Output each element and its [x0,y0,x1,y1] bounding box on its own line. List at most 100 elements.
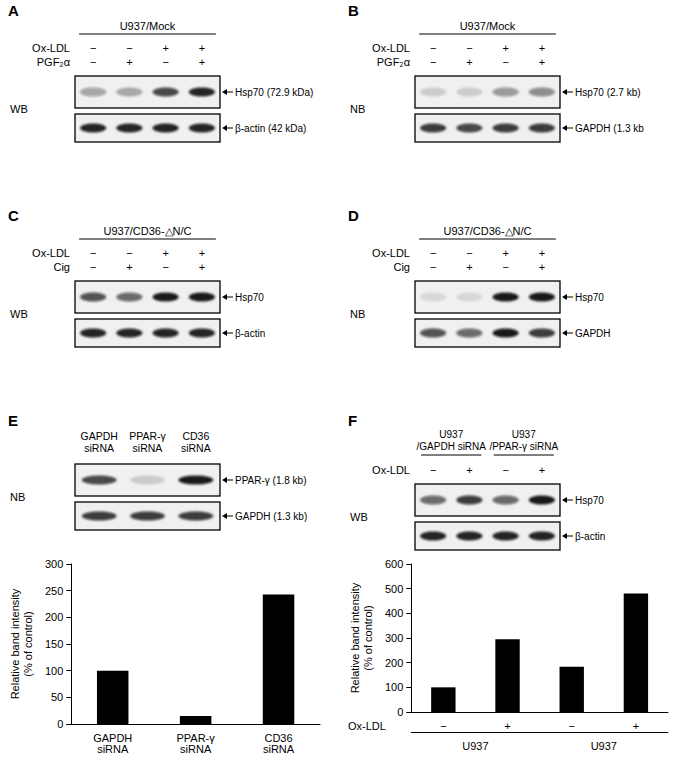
svg-text:+: + [539,247,545,259]
svg-text:+: + [466,464,472,476]
svg-text:siRNA: siRNA [133,442,163,454]
svg-text:+: + [539,42,545,54]
svg-text:E: E [8,412,18,429]
svg-text:+: + [162,42,168,54]
svg-text:β-actin: β-actin [575,531,605,542]
svg-text:−: − [162,56,168,68]
svg-text:Ox-LDL: Ox-LDL [32,247,70,259]
svg-text:U937: U937 [462,740,488,752]
svg-text:+: + [539,464,545,476]
svg-text:−: − [502,261,508,273]
svg-text:50: 50 [51,691,63,703]
svg-text:−: − [162,261,168,273]
svg-text:200: 200 [45,611,63,623]
svg-text:−: − [430,247,436,259]
svg-text:+: + [199,56,205,68]
svg-text:(% of control): (% of control) [362,605,374,670]
svg-text:−: − [430,56,436,68]
svg-text:Relative band intensity: Relative band intensity [349,582,361,693]
svg-text:+: + [466,261,472,273]
svg-text:+: + [199,247,205,259]
svg-text:WB: WB [10,308,28,320]
svg-text:NB: NB [10,491,25,503]
svg-text:+: + [502,247,508,259]
svg-text:+: + [126,261,132,273]
svg-text:siRNA: siRNA [181,442,211,454]
svg-text:−: − [569,720,575,732]
svg-text:siRNA: siRNA [180,743,212,755]
svg-text:U937: U937 [591,740,617,752]
svg-text:−: − [126,247,132,259]
svg-text:+: + [502,42,508,54]
svg-text:Ox-LDL: Ox-LDL [348,720,386,732]
svg-text:C: C [8,207,19,224]
svg-text:NB: NB [350,308,365,320]
svg-text:F: F [348,412,357,429]
svg-text:siRNA: siRNA [263,743,295,755]
svg-text:−: − [90,56,96,68]
svg-text:Ox-LDL: Ox-LDL [372,464,410,476]
svg-text:100: 100 [45,665,63,677]
svg-text:Ox-LDL: Ox-LDL [372,42,410,54]
svg-text:NB: NB [350,103,365,115]
svg-text:Ox-LDL: Ox-LDL [372,247,410,259]
svg-text:GAPDH (1.3 kb): GAPDH (1.3 kb) [235,511,307,522]
svg-text:Hsp70: Hsp70 [575,292,604,303]
svg-text:CD36: CD36 [182,430,209,442]
svg-text:/PPAR-γ siRNA: /PPAR-γ siRNA [489,441,558,452]
svg-text:−: − [90,42,96,54]
svg-text:Hsp70: Hsp70 [235,292,264,303]
svg-text:250: 250 [45,585,63,597]
svg-text:/GAPDH siRNA: /GAPDH siRNA [417,441,487,452]
svg-text:A: A [8,2,19,19]
svg-text:PPAR-γ (1.8 kb): PPAR-γ (1.8 kb) [235,475,307,486]
svg-text:−: − [440,720,446,732]
svg-text:0: 0 [397,706,403,718]
svg-text:500: 500 [385,583,403,595]
svg-text:Hsp70 (2.7 kb): Hsp70 (2.7 kb) [575,87,641,98]
svg-text:+: + [162,247,168,259]
svg-text:300: 300 [385,632,403,644]
svg-text:WB: WB [350,511,368,523]
svg-text:WB: WB [10,103,28,115]
svg-text:400: 400 [385,607,403,619]
svg-text:Relative band intensity: Relative band intensity [9,588,21,699]
svg-text:−: − [90,247,96,259]
svg-text:+: + [633,720,639,732]
svg-text:β-actin (42 kDa): β-actin (42 kDa) [235,123,306,134]
svg-text:(% of control): (% of control) [22,611,34,676]
svg-text:100: 100 [385,681,403,693]
svg-text:GAPDH (1.3 kb: GAPDH (1.3 kb [575,123,644,134]
svg-text:U937: U937 [512,429,536,440]
svg-text:−: − [430,464,436,476]
svg-text:U937/Mock: U937/Mock [120,20,176,32]
svg-text:PPAR-γ: PPAR-γ [129,430,166,442]
svg-text:PGF₂α: PGF₂α [37,56,71,68]
svg-text:PGF₂α: PGF₂α [377,56,411,68]
svg-text:+: + [539,56,545,68]
svg-text:600: 600 [385,558,403,570]
svg-text:siRNA: siRNA [84,442,114,454]
svg-text:−: − [126,42,132,54]
svg-text:Hsp70 (72.9 kDa): Hsp70 (72.9 kDa) [235,87,313,98]
svg-text:+: + [199,261,205,273]
svg-text:U937/Mock: U937/Mock [460,20,516,32]
svg-text:+: + [466,56,472,68]
svg-text:150: 150 [45,638,63,650]
svg-text:U937/CD36-△N/C: U937/CD36-△N/C [443,225,531,237]
svg-text:U937/CD36-△N/C: U937/CD36-△N/C [103,225,191,237]
svg-text:+: + [504,720,510,732]
svg-text:300: 300 [45,558,63,570]
svg-text:0: 0 [57,718,63,730]
svg-text:−: − [430,42,436,54]
svg-text:GAPDH: GAPDH [80,430,117,442]
svg-text:−: − [90,261,96,273]
svg-text:+: + [126,56,132,68]
svg-text:D: D [348,207,359,224]
svg-text:siRNA: siRNA [97,743,129,755]
svg-text:Ox-LDL: Ox-LDL [32,42,70,54]
svg-text:−: − [466,42,472,54]
svg-text:Cig: Cig [53,261,70,273]
svg-text:+: + [539,261,545,273]
svg-text:−: − [466,247,472,259]
